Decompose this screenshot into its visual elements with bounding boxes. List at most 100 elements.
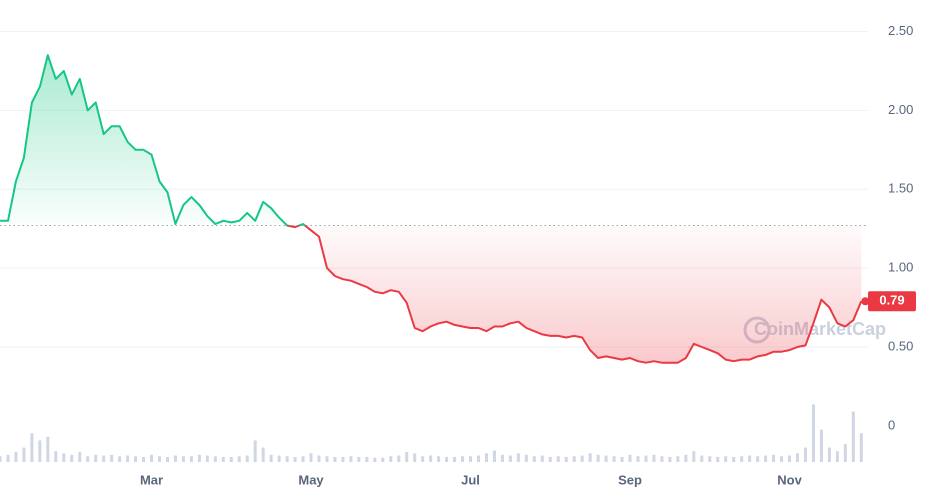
volume-bar (165, 456, 169, 462)
volume-bar (644, 455, 648, 462)
price-badge (868, 291, 916, 312)
volume-bar (716, 456, 720, 462)
volume-bar (70, 454, 74, 462)
volume-bar (780, 456, 784, 462)
volume-bar (772, 454, 776, 462)
volume-bar (309, 453, 313, 462)
volume-bar (764, 455, 768, 462)
volume-bar (819, 429, 823, 462)
y-tick-label: 0.50 (888, 338, 913, 353)
volume-tick-label: 0 (888, 417, 895, 432)
volume-bar (189, 456, 193, 462)
volume-bar (293, 456, 297, 462)
current-point (861, 297, 870, 306)
volume-bar (413, 453, 417, 462)
volume-bar (325, 456, 329, 462)
volume-bar (197, 454, 201, 462)
volume-bar (126, 455, 130, 462)
volume-bar (373, 457, 377, 462)
price-label: 0.79 (879, 293, 904, 308)
y-tick-label: 1.00 (888, 260, 913, 275)
volume-bar (684, 454, 688, 462)
volume-bar (229, 456, 233, 462)
volume-bar (524, 454, 528, 462)
volume-bar (349, 456, 353, 462)
volume-bar (540, 455, 544, 462)
volume-bar (30, 433, 34, 462)
price-line (0, 54, 863, 364)
volume-bar (134, 456, 138, 462)
volume-bar (333, 456, 337, 462)
volume-bar (788, 455, 792, 462)
volume-bar (859, 433, 863, 462)
volume-bar (397, 455, 401, 462)
x-tick-label: Mar (140, 472, 163, 487)
volume-bar (596, 454, 600, 462)
volume-bar (158, 456, 161, 462)
volume-bar (118, 456, 122, 462)
volume-bar (150, 454, 154, 462)
volume-bar (110, 454, 114, 462)
volume-bar (94, 454, 98, 462)
volume-bar (564, 456, 568, 462)
volume-bar (612, 456, 616, 462)
volume-bar (484, 453, 488, 462)
volume-bar (213, 456, 217, 462)
volume-bar (205, 455, 209, 462)
volume-bar (516, 453, 520, 462)
volume-bar (78, 451, 82, 462)
volume-bar (851, 411, 855, 462)
volume-bar (437, 456, 441, 462)
volume-bar (261, 447, 265, 462)
volume-bar (453, 456, 457, 462)
y-tick-label: 2.50 (888, 23, 913, 38)
volume-bar (700, 455, 704, 462)
volume-bar (732, 456, 736, 462)
volume-bar (843, 444, 847, 462)
volume-bar (389, 456, 393, 462)
volume-bar (652, 454, 656, 462)
volume-bar (676, 456, 680, 462)
volume-bar (604, 455, 608, 462)
volume-bar (6, 454, 10, 462)
volume-bar (692, 451, 696, 462)
volume-bar (636, 456, 640, 462)
volume-bar (301, 456, 305, 462)
x-tick-label: Nov (777, 472, 802, 487)
y-tick-label: 1.50 (888, 181, 913, 196)
volume-bar (277, 455, 281, 462)
volume-bar (365, 456, 369, 462)
volume-bar (500, 454, 504, 462)
price-area (0, 55, 862, 363)
volume-bar (237, 456, 241, 462)
volume-bar (492, 450, 496, 462)
volume-bar (285, 456, 289, 462)
volume-bar (756, 456, 760, 462)
volume-bar (796, 453, 799, 462)
volume-bar (142, 456, 146, 462)
volume-bar (748, 455, 752, 462)
volume-bar (221, 456, 225, 462)
volume-bar (803, 447, 807, 462)
volume-bar (477, 455, 480, 462)
volume-bar (811, 404, 815, 462)
volume-bar (0, 456, 2, 462)
volume-bar (548, 456, 552, 462)
volume-bar (532, 456, 536, 462)
x-tick-label: Jul (461, 472, 480, 487)
volume-bar (469, 456, 473, 462)
volume-bar (628, 454, 632, 462)
volume-bar (46, 436, 50, 462)
volume-bar (588, 453, 592, 462)
volume-bar (580, 455, 584, 462)
volume-bar (253, 440, 257, 462)
volume-bar (317, 455, 321, 462)
volume-bar (405, 451, 409, 462)
y-tick-label: 2.00 (888, 102, 913, 117)
volume-bar (572, 456, 576, 462)
volume-bar (835, 451, 839, 462)
volume-bar (740, 456, 744, 462)
x-tick-label: Sep (618, 472, 642, 487)
volume-bar (245, 455, 249, 462)
